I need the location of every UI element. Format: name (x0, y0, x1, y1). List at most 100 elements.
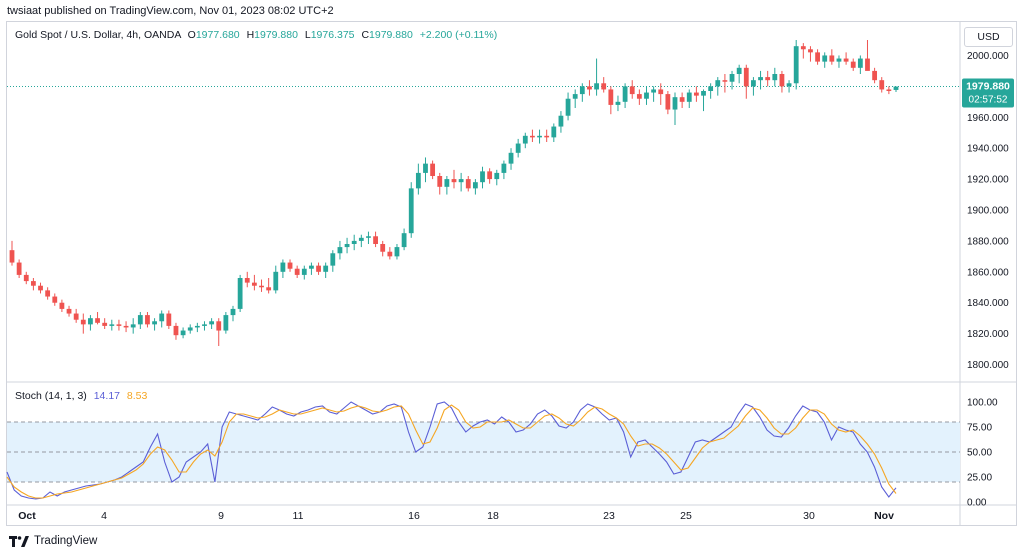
candle-body (487, 171, 493, 180)
candle-body (430, 163, 436, 176)
tradingview-logo-icon (9, 535, 29, 547)
candle (88, 315, 93, 331)
candle (323, 262, 329, 278)
candle (309, 262, 314, 275)
candle-body (415, 172, 421, 189)
candle (658, 83, 664, 105)
candle-body (287, 262, 293, 269)
candle (693, 86, 699, 102)
candle-body (102, 322, 108, 326)
stoch-d-line (6, 404, 897, 499)
time-tick-label: 30 (803, 510, 815, 522)
time-tick-label: 4 (101, 510, 107, 522)
candle (230, 305, 236, 322)
candle (73, 308, 79, 323)
symbol-name: Gold Spot / U.S. Dollar, 4h, OANDA (15, 29, 181, 41)
candle (886, 86, 892, 95)
candle-body (501, 163, 507, 173)
candle-body (494, 172, 500, 180)
candle-body (551, 126, 557, 138)
candle (102, 318, 108, 329)
candle-body (344, 244, 350, 248)
candle (287, 259, 293, 272)
candle-body (472, 182, 478, 189)
candle-body (786, 83, 792, 87)
brand-name: TradingView (34, 535, 98, 547)
candle-body (59, 302, 65, 309)
price-tag-value: 1979.880 (966, 81, 1010, 93)
candle (301, 265, 307, 280)
attribution-text: twsiaat published on TradingView.com, No… (7, 5, 334, 17)
candle (708, 83, 714, 99)
candle-body (30, 281, 36, 286)
time-tick-label: Oct (18, 510, 36, 522)
candle (266, 278, 272, 294)
candle (52, 293, 58, 306)
time-tick-label: 23 (603, 510, 615, 522)
candle (765, 70, 771, 87)
candle (494, 169, 500, 186)
candle-body (109, 324, 115, 326)
candle-body (309, 265, 314, 269)
candle-body (679, 97, 685, 102)
candle (522, 132, 528, 149)
candle (872, 67, 878, 84)
candle (472, 179, 478, 195)
candle-body (729, 74, 735, 82)
time-tick-label: 16 (408, 510, 420, 522)
candle-body (893, 86, 899, 90)
candle (59, 299, 65, 312)
candle-body (330, 253, 336, 266)
stoch-k-value: 14.17 (93, 390, 120, 402)
price-axis: 1800.000 1820.000 1840.000 1860.000 1880.000… (967, 51, 1009, 371)
candle-body (815, 52, 820, 62)
candle (223, 312, 229, 334)
candle (430, 160, 436, 180)
candle (45, 287, 51, 300)
candle (544, 129, 550, 142)
candle-body (565, 98, 571, 116)
candle (537, 129, 542, 144)
time-tick-label: 9 (218, 510, 224, 522)
candle-body (857, 58, 863, 68)
candle-body (116, 324, 122, 326)
candle-body (52, 296, 58, 303)
candle-body (458, 179, 464, 183)
candle-body (230, 308, 236, 316)
candle (729, 70, 735, 90)
candle-body (88, 318, 93, 325)
candle-body (66, 308, 72, 314)
candle-body (465, 179, 471, 189)
candle-body (223, 315, 229, 331)
candle (280, 259, 286, 278)
candle (344, 237, 350, 254)
candle-body (380, 244, 386, 252)
candle-body (758, 77, 763, 81)
candle (815, 49, 820, 65)
candle-body (772, 74, 778, 81)
candle-body (829, 55, 835, 62)
currency-button[interactable]: USD (964, 27, 1013, 47)
price-tag-box (962, 78, 1014, 108)
candle (857, 55, 863, 74)
candle (394, 244, 400, 260)
candle-body (323, 265, 329, 272)
candle (9, 240, 15, 266)
candle (822, 52, 828, 68)
candle (793, 40, 799, 90)
candle-body (865, 58, 870, 71)
candle (751, 77, 756, 96)
candle-body (202, 324, 207, 326)
candle (38, 282, 43, 294)
open-label: O (187, 29, 196, 41)
candle (686, 89, 692, 108)
candle (116, 319, 122, 331)
candle-body (872, 70, 878, 81)
close-label: C (361, 29, 370, 41)
candle (415, 163, 421, 195)
candle (758, 70, 763, 90)
stoch-tick-label: 25.00 (967, 473, 992, 484)
footer-brand[interactable]: TradingView (9, 535, 97, 547)
candle (480, 166, 485, 189)
